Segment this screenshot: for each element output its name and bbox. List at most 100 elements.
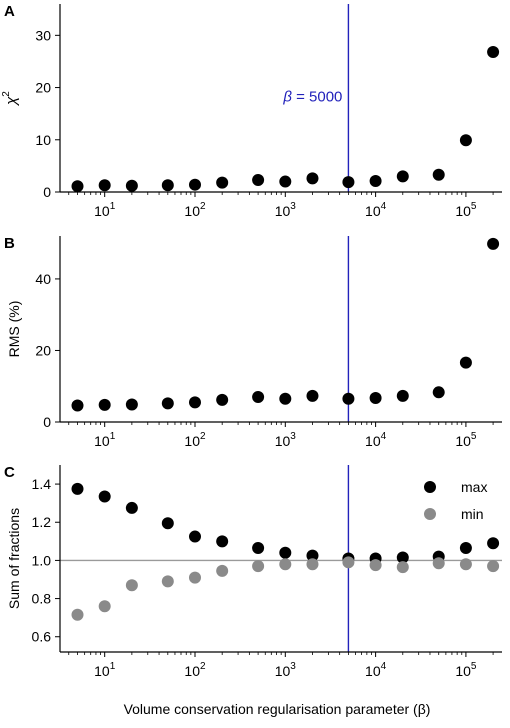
panel-a: Aβ = 5000 0 10 20 30 101 102 103 104 105 χ2 bbox=[1, 3, 502, 219]
data-point bbox=[369, 559, 382, 572]
x-tick-label: 101 bbox=[94, 201, 116, 219]
data-point bbox=[279, 175, 292, 188]
legend: max min bbox=[424, 479, 487, 522]
data-point bbox=[252, 390, 265, 403]
data-point bbox=[306, 558, 319, 571]
data-point bbox=[125, 398, 138, 411]
data-point bbox=[98, 490, 111, 503]
panel-letter: B bbox=[4, 235, 15, 252]
data-point bbox=[71, 399, 84, 412]
data-point bbox=[487, 537, 500, 550]
data-point bbox=[342, 556, 355, 569]
data-point bbox=[188, 530, 201, 543]
data-point bbox=[369, 175, 382, 188]
x-tick-label: 104 bbox=[365, 431, 387, 449]
data-point bbox=[71, 608, 84, 621]
data-point bbox=[432, 168, 445, 181]
data-point bbox=[125, 179, 138, 192]
data-point bbox=[487, 237, 500, 250]
panel-b: B 0 20 40 101 102 103 104 105 RMS (%) bbox=[4, 235, 502, 449]
x-tick-label: 104 bbox=[365, 201, 387, 219]
data-point bbox=[161, 517, 174, 530]
data-point bbox=[252, 173, 265, 186]
x-axis-label: Volume conservation regularisation param… bbox=[124, 701, 431, 717]
data-point bbox=[216, 535, 229, 548]
data-point bbox=[188, 571, 201, 584]
data-point bbox=[161, 575, 174, 588]
data-point bbox=[98, 398, 111, 411]
data-point bbox=[396, 561, 409, 574]
y-tick-label: 20 bbox=[35, 342, 51, 358]
data-point bbox=[487, 560, 500, 573]
panel-c: C 0.6 0.8 1.0 1.2 1.4 101 102 103 104 105 Sum of fr… bbox=[4, 464, 502, 717]
x-tick-label: 103 bbox=[275, 431, 297, 449]
x-tick-label: 102 bbox=[184, 201, 206, 219]
data-point bbox=[161, 179, 174, 192]
series-points-0 bbox=[71, 237, 500, 412]
data-point bbox=[216, 393, 229, 406]
x-tick-label: 103 bbox=[275, 201, 297, 219]
legend-marker bbox=[424, 508, 436, 520]
data-point bbox=[432, 557, 445, 570]
data-point bbox=[98, 600, 111, 613]
data-point bbox=[306, 172, 319, 185]
x-tick-label: 105 bbox=[455, 201, 477, 219]
data-point bbox=[342, 176, 355, 189]
x-tick-label: 105 bbox=[455, 661, 477, 679]
data-point bbox=[396, 389, 409, 402]
legend-marker bbox=[424, 481, 436, 493]
y-tick-label: 0 bbox=[43, 414, 51, 430]
series-min bbox=[71, 556, 500, 621]
data-point bbox=[459, 542, 472, 555]
data-point bbox=[252, 542, 265, 555]
x-tick-label: 101 bbox=[94, 431, 116, 449]
data-point bbox=[216, 564, 229, 577]
data-point bbox=[459, 356, 472, 369]
y-tick-label: 10 bbox=[35, 132, 51, 148]
y-tick-label: 0 bbox=[43, 184, 51, 200]
y-tick-label: 1.4 bbox=[32, 476, 52, 492]
x-tick-label: 102 bbox=[184, 431, 206, 449]
y-tick-label: 0.8 bbox=[32, 591, 52, 607]
data-point bbox=[125, 501, 138, 514]
beta-annotation: β = 5000 bbox=[282, 88, 342, 105]
data-point bbox=[188, 396, 201, 409]
legend-label: max bbox=[461, 479, 487, 495]
legend-label: min bbox=[461, 506, 484, 522]
data-point bbox=[98, 179, 111, 192]
data-point bbox=[216, 176, 229, 189]
x-tick-label: 104 bbox=[365, 661, 387, 679]
y-tick-label: 1.2 bbox=[32, 514, 52, 530]
data-point bbox=[279, 392, 292, 405]
data-point bbox=[125, 579, 138, 592]
data-point bbox=[279, 546, 292, 559]
data-point bbox=[306, 549, 319, 562]
data-point bbox=[459, 134, 472, 147]
data-point bbox=[188, 178, 201, 191]
y-tick-label: 30 bbox=[35, 27, 51, 43]
data-point bbox=[71, 180, 84, 193]
data-point bbox=[279, 558, 292, 571]
y-tick-label: 20 bbox=[35, 80, 51, 96]
panel-letter: C bbox=[4, 464, 15, 481]
data-point bbox=[396, 551, 409, 564]
data-point bbox=[71, 482, 84, 495]
data-point bbox=[459, 558, 472, 571]
data-point bbox=[306, 389, 319, 402]
data-point bbox=[342, 392, 355, 405]
data-point bbox=[369, 392, 382, 405]
data-point bbox=[432, 386, 445, 399]
series-points-0 bbox=[71, 46, 500, 193]
x-tick-label: 105 bbox=[455, 431, 477, 449]
data-point bbox=[487, 46, 500, 59]
y-axis-label: χ2 bbox=[1, 91, 20, 107]
x-tick-label: 101 bbox=[94, 661, 116, 679]
data-point bbox=[161, 397, 174, 410]
y-axis-label: Sum of fractions bbox=[6, 508, 22, 609]
data-point bbox=[396, 170, 409, 183]
y-tick-label: 0.6 bbox=[32, 629, 52, 645]
y-tick-label: 1.0 bbox=[32, 552, 52, 568]
y-tick-label: 40 bbox=[35, 271, 51, 287]
